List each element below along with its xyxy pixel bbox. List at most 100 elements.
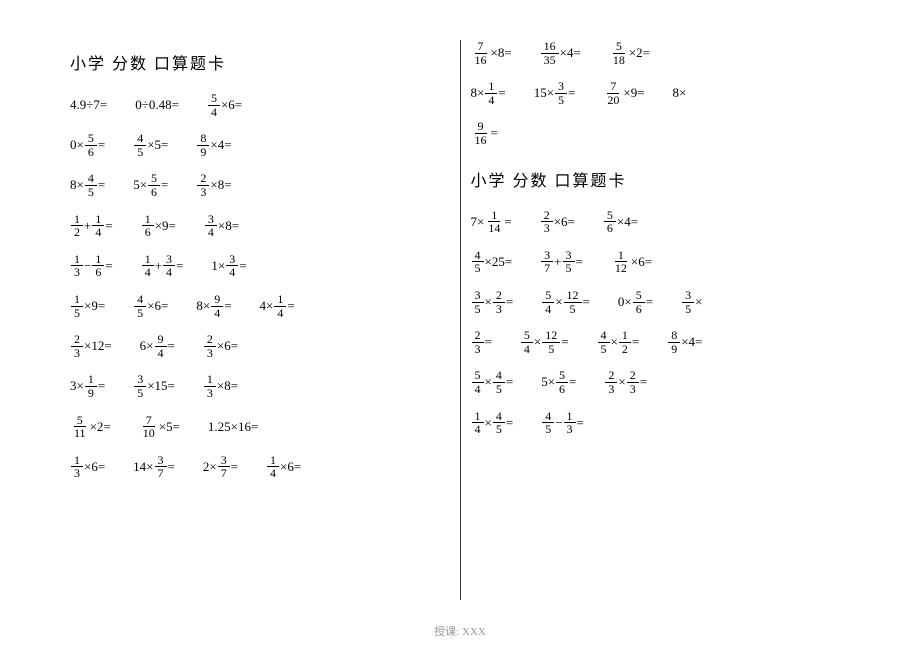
problem-cell: 13×8= <box>203 373 238 399</box>
fraction: 35 <box>682 289 694 315</box>
fraction: 54 <box>542 289 554 315</box>
right-top-body: 716×8=1635×4=518×2=8×14=15×35=720×9=8×91… <box>471 40 851 147</box>
fraction: 45 <box>493 369 505 395</box>
problem-text: = <box>105 258 112 274</box>
fraction: 56 <box>85 132 97 158</box>
problem-text: = <box>239 258 246 274</box>
problem-text: ×4= <box>560 45 581 61</box>
fraction: 37 <box>155 454 167 480</box>
problem-text: 8× <box>471 85 485 101</box>
problem-cell: 0÷0.48= <box>135 97 179 113</box>
fraction: 34 <box>163 253 175 279</box>
fraction: 13 <box>564 410 576 436</box>
fraction: 14 <box>485 80 497 106</box>
problem-row: 511×2=710×5=1.25×16= <box>70 414 450 440</box>
problem-text: = <box>632 334 639 350</box>
fraction: 45 <box>542 410 554 436</box>
problem-text: = <box>287 298 294 314</box>
problem-text: 1.25×16= <box>208 419 258 435</box>
problem-cell: 14×37= <box>133 454 175 480</box>
fraction: 94 <box>155 333 167 359</box>
problem-text: 6× <box>140 338 154 354</box>
problem-text: ×4= <box>617 214 638 230</box>
problem-cell: 8×14= <box>471 80 506 106</box>
problem-cell: 5×56= <box>133 172 168 198</box>
fraction: 56 <box>633 289 645 315</box>
problem-cell: 1.25×16= <box>208 419 258 435</box>
problem-row: 45×25=37+35=112×6= <box>471 249 851 275</box>
fraction: 56 <box>556 369 568 395</box>
problem-cell: 16×9= <box>141 213 176 239</box>
problem-cell: 6×94= <box>140 333 175 359</box>
fraction: 34 <box>226 253 238 279</box>
problem-cell: 112×6= <box>611 249 652 275</box>
problem-text: = <box>498 85 505 101</box>
problem-cell: 2×37= <box>203 454 238 480</box>
right-bottom-body: 7×114=23×6=56×4=45×25=37+35=112×6=35×23=… <box>471 209 851 436</box>
fraction: 114 <box>485 209 503 235</box>
fraction: 710 <box>140 414 158 440</box>
problem-cell: 8×94= <box>196 293 231 319</box>
problem-text: = <box>506 294 513 310</box>
fraction: 19 <box>85 373 97 399</box>
problem-text: = <box>98 378 105 394</box>
problem-text: ×4= <box>681 334 702 350</box>
problem-text: ×6= <box>221 97 242 113</box>
problem-cell: 23×12= <box>70 333 112 359</box>
right-bottom-title: 小学 分数 口算题卡 <box>471 167 851 191</box>
problem-text: 0× <box>70 137 84 153</box>
problem-row: 716×8=1635×4=518×2= <box>471 40 851 66</box>
problem-text: 4× <box>260 298 274 314</box>
problem-text: 5× <box>133 177 147 193</box>
problem-text: 2× <box>203 459 217 475</box>
left-title: 小学 分数 口算题卡 <box>70 50 450 74</box>
problem-row: 8×45=5×56=23×8= <box>70 172 450 198</box>
problem-row: 8×14=15×35=720×9=8× <box>471 80 851 106</box>
problem-cell: 89×4= <box>196 132 231 158</box>
problem-text: + <box>554 254 561 270</box>
fraction: 45 <box>598 329 610 355</box>
problem-cell: 54×125= <box>520 329 569 355</box>
problem-cell: 0×56= <box>70 132 105 158</box>
problem-text: 4.9÷7= <box>70 97 107 113</box>
fraction: 12 <box>71 213 83 239</box>
problem-text: ×8= <box>491 45 512 61</box>
problem-text: × <box>611 334 618 350</box>
problem-text: = <box>506 415 513 431</box>
problem-text: 0× <box>618 294 632 310</box>
problem-text: + <box>155 258 162 274</box>
problem-cell: 710×5= <box>139 414 180 440</box>
problem-text: − <box>555 415 562 431</box>
problem-text: 0÷0.48= <box>135 97 179 113</box>
problem-text: ×8= <box>218 218 239 234</box>
problem-cell: 916= <box>471 120 498 146</box>
problem-text: = <box>161 177 168 193</box>
fraction: 23 <box>627 369 639 395</box>
problem-text: ×5= <box>147 137 168 153</box>
problem-text: ×9= <box>84 298 105 314</box>
fraction: 13 <box>71 253 83 279</box>
problem-cell: 0×56= <box>618 289 653 315</box>
problem-text: = <box>98 137 105 153</box>
fraction: 12 <box>619 329 631 355</box>
problem-text: + <box>84 218 91 234</box>
problem-cell: 8×45= <box>70 172 105 198</box>
problem-text: = <box>491 125 498 141</box>
fraction: 34 <box>205 213 217 239</box>
fraction: 37 <box>541 249 553 275</box>
problem-cell: 54×45= <box>471 369 514 395</box>
fraction: 35 <box>563 249 575 275</box>
problem-text: ×9= <box>155 218 176 234</box>
fraction: 23 <box>197 172 209 198</box>
problem-cell: 14×6= <box>266 454 301 480</box>
problem-cell: 720×9= <box>603 80 644 106</box>
problem-text: ×5= <box>159 419 180 435</box>
worksheet-page: 小学 分数 口算题卡 4.9÷7=0÷0.48=54×6=0×56=45×5=8… <box>60 40 860 600</box>
problem-cell: 13−16= <box>70 253 113 279</box>
problem-row: 23×12=6×94=23×6= <box>70 333 450 359</box>
fraction: 14 <box>472 410 484 436</box>
problem-text: ×25= <box>485 254 513 270</box>
problem-cell: 1635×4= <box>540 40 581 66</box>
fraction: 23 <box>71 333 83 359</box>
problem-row: 23=54×125=45×12=89×4= <box>471 329 851 355</box>
